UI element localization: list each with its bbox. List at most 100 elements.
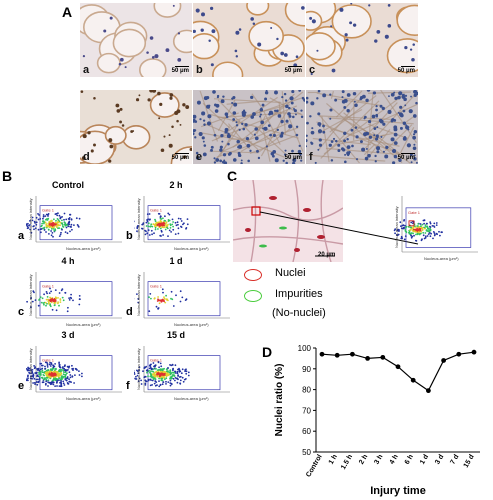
micrograph-sublabel: f — [309, 151, 313, 163]
micrograph-c: c 50 μm — [306, 3, 418, 77]
x-axis-title: Injury time — [370, 485, 426, 497]
panel-c-letter: C — [227, 168, 238, 184]
panel-c-micrograph — [233, 180, 343, 262]
x-tick-label: 4 h — [389, 454, 400, 466]
data-point — [334, 352, 340, 358]
data-point — [410, 377, 416, 383]
flow-plot-sublabel: f — [126, 380, 130, 392]
y-tick-label: 50 — [302, 448, 311, 457]
scale-bar: 50 μm — [284, 155, 302, 161]
gate-label: Gate 1 — [42, 358, 55, 363]
micrograph-b: b 50 μm — [193, 3, 305, 77]
x-tick-label: Control — [305, 453, 324, 478]
gate-label: Gate 1 — [150, 284, 163, 289]
scale-bar: 50 μm — [171, 155, 189, 161]
panel-d-line-chart: 50 60 70 80 90 100 Control 1 h 1.5 h 2 h 3 h 4 h 6 h… — [274, 344, 480, 497]
flow-plot-title: Control — [52, 180, 84, 190]
data-point — [441, 358, 446, 363]
flow-plot-e: Gate 1 Nucleus-mean intensity Nucleus-area… — [26, 346, 122, 401]
flow-plot-a: Gate 1 Nucleus-mean intensity Nucleus-area… — [26, 196, 122, 251]
x-tick-label: 3 h — [373, 454, 384, 466]
scale-bar: 50 μm — [397, 155, 415, 161]
gate-label: Gate 1 — [42, 208, 55, 213]
x-tick-label: 1 h — [328, 454, 339, 466]
micrograph-sublabel: a — [83, 64, 90, 76]
impurities-legend-swatch — [244, 290, 262, 302]
data-point — [319, 351, 325, 357]
x-axis-label: Nucleus-area (μm²) — [174, 246, 209, 251]
x-axis-label: Nucleus-area (μm²) — [424, 256, 459, 261]
x-axis-label: Nucleus-area (μm²) — [174, 396, 209, 401]
micrograph-sublabel: d — [83, 151, 90, 163]
data-point — [380, 354, 386, 360]
y-axis-title: Nuclei ratio (%) — [274, 364, 285, 437]
micrograph-e: e 50 μm — [193, 90, 305, 164]
flow-plot-title: 1 d — [169, 256, 183, 266]
x-axis-label: Nucleus-area (μm²) — [66, 396, 101, 401]
micrograph-sublabel: e — [196, 151, 203, 163]
flow-plot-f: Gate 1 Nucleus-mean intensity Nucleus-area… — [134, 346, 230, 401]
panel-c-scale: 20 μm — [318, 252, 336, 258]
data-point — [365, 356, 370, 361]
y-tick-label: 60 — [302, 427, 311, 436]
flow-plot-b: Gate 1 Nucleus-mean intensity Nucleus-area… — [134, 196, 230, 251]
y-tick-label: 90 — [302, 365, 311, 374]
scale-bar: 50 μm — [284, 68, 302, 74]
panel-b-letter: B — [2, 168, 13, 184]
panel-a-letter: A — [62, 4, 73, 20]
flow-plot-sublabel: d — [126, 306, 133, 318]
flow-plot-sublabel: c — [18, 306, 25, 318]
data-point — [395, 364, 401, 370]
impurities-legend-label: Impurities — [275, 288, 323, 300]
panel-c-flow-plot: Gate 1 Nucleus-mean intensity Nucleus-area… — [393, 196, 478, 261]
impurities-legend-note: (No-nuclei) — [272, 307, 326, 319]
zoom-box — [251, 206, 261, 216]
gate-label: Gate 1 — [150, 358, 163, 363]
x-tick-label: 2 h — [358, 454, 369, 466]
y-axis-label: Nucleus-mean intensity — [136, 198, 141, 240]
nuclei-legend-label: Nuclei — [275, 267, 306, 279]
micrograph-sublabel: b — [196, 64, 203, 76]
y-axis-label: Nucleus-mean intensity — [136, 274, 141, 316]
y-tick-label: 80 — [302, 386, 311, 395]
x-tick-label: 1.5 h — [340, 454, 354, 471]
gate-label: Gate 1 — [408, 210, 421, 215]
scale-bar: 50 μm — [171, 68, 189, 74]
flow-plot-title: 4 h — [61, 256, 75, 266]
micrograph-d: d 50 μm — [80, 90, 192, 164]
data-point — [456, 351, 462, 357]
flow-plot-c: Gate 1 Nucleus-mean intensity Nucleus-area… — [26, 272, 122, 327]
flow-plot-sublabel: a — [18, 230, 25, 242]
x-tick-label: 6 h — [404, 454, 415, 466]
x-axis-label: Nucleus-area (μm²) — [66, 246, 101, 251]
gate-label: Gate 1 — [150, 208, 163, 213]
x-axis-label: Nucleus-area (μm²) — [66, 322, 101, 327]
scale-bar: 50 μm — [397, 68, 415, 74]
series-line — [321, 351, 475, 392]
panel-d-letter: D — [262, 344, 273, 360]
flow-plot-title: 2 h — [169, 180, 183, 190]
data-point — [471, 349, 477, 355]
flow-plot-d: Gate 1 Nucleus-mean intensity Nucleus-area… — [134, 272, 230, 327]
flow-plot-title: 15 d — [166, 330, 185, 340]
data-point — [350, 351, 355, 357]
flow-plot-title: 3 d — [61, 330, 75, 340]
y-axis-label: Nucleus-mean intensity — [136, 348, 141, 390]
micrograph-a: a 50 μm — [80, 3, 192, 77]
y-axis-label: Nucleus-mean intensity — [28, 198, 33, 240]
micrograph-f: f 50 μm — [306, 90, 418, 164]
data-point — [426, 388, 431, 394]
y-axis-label: Nucleus-mean intensity — [28, 348, 33, 390]
micrograph-sublabel: c — [309, 64, 316, 76]
y-axis-label: Nucleus-mean intensity — [394, 206, 399, 248]
x-tick-label: 15 d — [463, 454, 476, 470]
zoom-box — [408, 220, 415, 227]
y-axis-label: Nucleus-mean intensity — [28, 274, 33, 316]
x-tick-label: 7 d — [449, 454, 460, 466]
y-tick-label: 70 — [302, 406, 311, 415]
flow-plot-sublabel: b — [126, 230, 133, 242]
gate-label: Gate 1 — [42, 284, 55, 289]
x-tick-label: 1 d — [419, 454, 430, 466]
x-axis-label: Nucleus-area (μm²) — [174, 322, 209, 327]
panel-c-connector — [260, 211, 419, 245]
